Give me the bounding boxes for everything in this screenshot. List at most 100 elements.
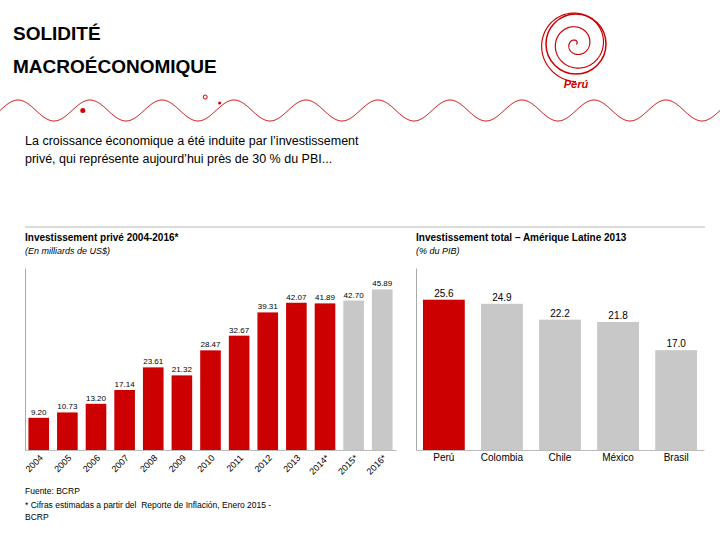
- x-tick-label: 2008: [138, 453, 159, 474]
- x-tick: 2004: [24, 453, 45, 474]
- x-tick-label: 2015*: [336, 453, 360, 477]
- x-tick: Brasil: [664, 452, 689, 463]
- wave: [0, 100, 720, 121]
- bar: [481, 304, 523, 450]
- bar: [372, 289, 393, 450]
- x-tick: 2010: [195, 453, 216, 474]
- bar: [28, 418, 49, 450]
- x-tick: Perú: [433, 452, 454, 463]
- bar: [200, 350, 221, 450]
- bar: [257, 312, 278, 450]
- x-tick-label: 2004: [24, 453, 45, 474]
- y-axis: [25, 269, 26, 451]
- data-label: 42.70: [344, 291, 365, 300]
- x-tick: México: [602, 452, 634, 463]
- text-line: Fuente: BCRP: [25, 486, 80, 496]
- bar: [423, 300, 465, 450]
- y-axis-line: [416, 269, 417, 451]
- x-tick-label: 2010: [195, 453, 216, 474]
- data-label: 28.47: [200, 340, 221, 349]
- chart: Investissement privé 2004-2016*(En milli…: [24, 232, 397, 477]
- data-label: 24.9: [492, 292, 512, 303]
- footnote: * Cifras estimadas a partir del Reporte …: [25, 500, 271, 522]
- x-axis: 2004 2005 2006 2007 2008 2009 2010 2011 2012 2013…: [24, 451, 397, 477]
- x-tick: 2016*: [365, 453, 389, 477]
- logo: Perú: [542, 13, 606, 90]
- bar: [597, 322, 639, 450]
- x-tick: 2007: [110, 453, 131, 474]
- page: SOLIDITÉMACROÉCONOMIQUE Perú La croissance…: [0, 0, 720, 540]
- data-label: 42.07: [286, 293, 307, 302]
- x-axis: Perú Colombia Chile México Brasil: [417, 451, 705, 464]
- x-tick: 2006: [81, 453, 102, 474]
- text-line: MACROÉCONOMIQUE: [13, 56, 217, 77]
- data-labels: 9.20 10.73 13.20 17.14 23.61 21.32 28.47 32.67 3…: [31, 279, 393, 416]
- x-axis-line: [26, 450, 397, 451]
- x-tick-label: México: [602, 452, 634, 463]
- data-label: 13.20: [86, 394, 107, 403]
- x-tick-label: 2011: [225, 453, 246, 474]
- separator: [25, 227, 705, 228]
- bar: [343, 301, 364, 450]
- bar: [86, 404, 107, 450]
- text-line: La croissance économique a été induite p…: [25, 134, 359, 148]
- x-tick-label: Chile: [549, 452, 572, 463]
- x-tick: 2008: [138, 453, 159, 474]
- x-tick-label: 2005: [52, 453, 73, 474]
- bar: [114, 390, 135, 450]
- x-tick-label: 2014*: [307, 453, 331, 477]
- data-label: 17.14: [115, 380, 136, 389]
- data-label: 21.8: [608, 310, 628, 321]
- data-label: 22.2: [550, 308, 570, 319]
- x-tick: 2013: [281, 453, 302, 474]
- bar: [57, 412, 78, 450]
- logo-circle: [546, 14, 606, 74]
- x-axis-line: [417, 450, 705, 451]
- x-tick-label: Perú: [433, 452, 454, 463]
- chart: Investissement total – Amérique Latine 2…: [416, 232, 705, 463]
- x-tick: 2009: [167, 453, 188, 474]
- chart-subtitle: (En milliards de US$): [25, 246, 110, 256]
- wave-dot: [80, 108, 85, 113]
- text-line: privé, qui représente aujourd’hui près d…: [25, 152, 332, 166]
- data-label: 39.31: [258, 302, 279, 311]
- logo-text: Perú: [564, 78, 589, 90]
- bar: [315, 303, 336, 450]
- x-tick-label: 2009: [167, 453, 188, 474]
- x-tick: 2014*: [307, 453, 331, 477]
- logo-spiral: [542, 13, 604, 82]
- data-label: 21.32: [172, 365, 193, 374]
- bars: [28, 289, 392, 450]
- data-label: 23.61: [143, 357, 164, 366]
- page-subtitle: La croissance économique a été induite p…: [25, 134, 359, 166]
- bars: [423, 300, 697, 450]
- x-tick-label: 2013: [281, 453, 302, 474]
- bar: [143, 367, 164, 450]
- x-tick-label: 2012: [253, 453, 274, 474]
- footnote: Fuente: BCRP: [25, 486, 80, 496]
- y-axis: [416, 269, 417, 451]
- data-label: 25.6: [434, 288, 454, 299]
- bar: [229, 336, 250, 450]
- x-tick: 2005: [52, 453, 73, 474]
- x-tick-label: Brasil: [664, 452, 689, 463]
- bar: [655, 350, 697, 450]
- page-title: SOLIDITÉMACROÉCONOMIQUE: [13, 23, 217, 77]
- data-label: 9.20: [31, 408, 47, 417]
- x-tick: 2015*: [336, 453, 360, 477]
- y-axis-line: [25, 269, 26, 451]
- text-line: BCRP: [25, 512, 49, 522]
- x-tick: 2012: [253, 453, 274, 474]
- data-labels: 25.6 24.9 22.2 21.8 17.0: [434, 288, 686, 349]
- text-line: * Cifras estimadas a partir del Reporte …: [25, 500, 271, 510]
- data-label: 41.89: [315, 293, 336, 302]
- wave-dot: [218, 102, 221, 105]
- data-label: 32.67: [229, 326, 250, 335]
- wave-dot: [203, 95, 207, 99]
- x-tick: Colombia: [481, 452, 524, 463]
- data-label: 17.0: [666, 338, 686, 349]
- data-label: 10.73: [57, 402, 78, 411]
- x-tick: Chile: [549, 452, 572, 463]
- chart-subtitle: (% du PIB): [416, 246, 460, 256]
- bar: [539, 320, 581, 450]
